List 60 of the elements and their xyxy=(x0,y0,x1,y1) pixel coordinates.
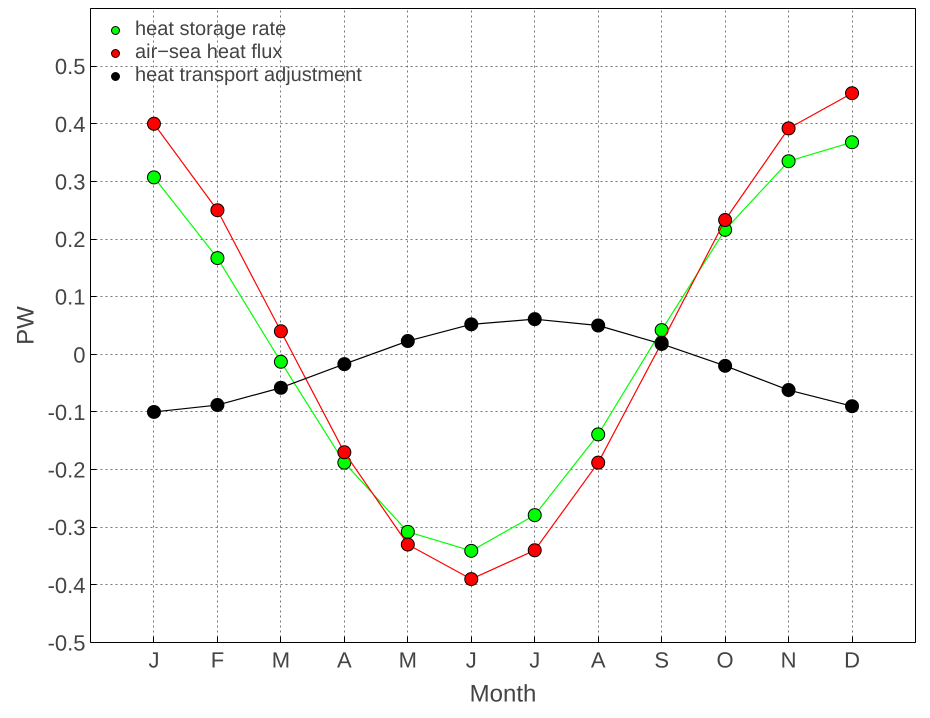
point xyxy=(400,538,415,552)
point xyxy=(337,357,352,372)
point xyxy=(845,86,860,100)
y-tick-label: -0.2 xyxy=(48,458,86,483)
point xyxy=(782,154,796,168)
point xyxy=(274,324,288,338)
point xyxy=(400,524,415,539)
point xyxy=(464,544,478,558)
x-tick-label: D xyxy=(844,648,860,672)
point xyxy=(782,121,796,136)
point xyxy=(210,398,224,412)
point xyxy=(400,334,415,348)
legend-label: heat storage rate xyxy=(135,18,286,41)
y-tick-label: -0.5 xyxy=(48,630,86,656)
x-tick-label: N xyxy=(780,648,797,672)
x-tick-label: S xyxy=(654,648,670,672)
x-tick-label: J xyxy=(148,648,160,672)
x-tick-label: M xyxy=(398,648,417,672)
point xyxy=(274,354,288,369)
x-tick-label: A xyxy=(590,648,606,672)
point xyxy=(718,358,732,373)
point xyxy=(718,213,732,228)
y-tick-label: 0 xyxy=(73,342,86,368)
point xyxy=(528,508,542,522)
point xyxy=(782,383,796,398)
point xyxy=(146,404,161,419)
point xyxy=(146,170,161,184)
x-tick-label: J xyxy=(466,648,477,672)
point xyxy=(464,572,478,586)
point xyxy=(528,312,542,326)
x-axis-title: Month xyxy=(470,680,536,708)
point xyxy=(337,445,352,460)
point xyxy=(210,203,224,218)
point xyxy=(528,543,542,558)
point xyxy=(591,318,606,332)
point xyxy=(210,251,224,266)
x-tick-label: M xyxy=(272,648,290,672)
y-tick-label: -0.3 xyxy=(48,515,86,540)
y-axis-title: PW xyxy=(12,306,40,345)
point xyxy=(274,380,288,395)
point xyxy=(845,399,860,414)
point xyxy=(464,317,478,332)
x-tick-label: A xyxy=(337,648,352,672)
y-tick-label: 0.5 xyxy=(54,54,86,80)
x-tick-label: F xyxy=(210,648,224,672)
y-tick-label: 0.1 xyxy=(54,284,86,310)
point xyxy=(654,323,669,338)
legend-label: heat transport adjustment xyxy=(135,64,362,87)
y-tick-label: 0.4 xyxy=(54,112,86,137)
x-tick-label: J xyxy=(529,648,540,672)
x-tick-label: O xyxy=(716,648,734,672)
point xyxy=(591,427,606,442)
y-tick-label: -0.4 xyxy=(48,572,86,598)
y-tick-label: -0.1 xyxy=(48,400,86,425)
point xyxy=(146,116,161,131)
legend-label: air−sea heat flux xyxy=(135,41,282,64)
y-tick-label: 0.2 xyxy=(54,227,86,252)
y-tick-label: 0.3 xyxy=(54,169,86,194)
point xyxy=(845,135,860,150)
point xyxy=(591,456,606,470)
